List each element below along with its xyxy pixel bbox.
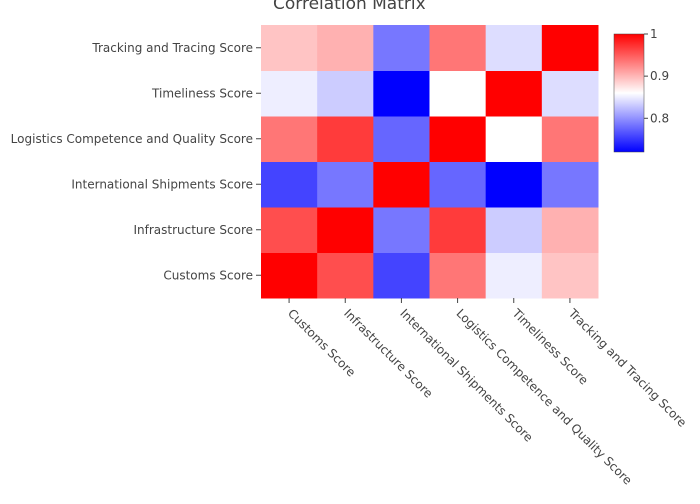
heatmap-cell bbox=[373, 207, 430, 253]
heatmap-cell bbox=[429, 161, 487, 208]
y-tick-label: Timeliness Score bbox=[151, 86, 253, 100]
heatmap-cell bbox=[541, 252, 599, 299]
y-axis-labels: Customs Score Infrastructure Score Interna… bbox=[11, 41, 261, 282]
y-tick-label: Customs Score bbox=[163, 268, 253, 282]
heatmap-cell bbox=[261, 25, 318, 71]
heatmap-cell bbox=[485, 116, 543, 162]
heatmap-cell bbox=[429, 70, 487, 117]
heatmap-cell bbox=[261, 70, 318, 117]
heatmap-cells bbox=[261, 25, 599, 299]
heatmap-cell bbox=[261, 207, 318, 253]
heatmap-cell bbox=[373, 252, 430, 299]
heatmap-cell bbox=[317, 252, 374, 299]
heatmap-cell bbox=[541, 207, 599, 253]
heatmap-cell bbox=[541, 116, 599, 162]
heatmap-cell bbox=[429, 116, 487, 162]
y-tick-label: Logistics Competence and Quality Score bbox=[11, 132, 253, 146]
y-tick-label: Infrastructure Score bbox=[133, 223, 253, 237]
heatmap-cell bbox=[541, 25, 599, 71]
heatmap-cell bbox=[485, 25, 543, 71]
heatmap-cell bbox=[373, 25, 430, 71]
colorbar-tick-label: 0.8 bbox=[650, 111, 669, 125]
heatmap-cell bbox=[373, 116, 430, 162]
colorbar-gradient bbox=[613, 33, 645, 153]
heatmap-cell bbox=[261, 161, 318, 208]
colorbar-tick-label: 0.9 bbox=[650, 69, 669, 83]
heatmap-cell bbox=[317, 207, 374, 253]
y-tick-label: International Shipments Score bbox=[71, 177, 253, 191]
chart-title: Correlation Matrix bbox=[273, 0, 426, 14]
heatmap-cell bbox=[373, 161, 430, 208]
heatmap-cell bbox=[485, 207, 543, 253]
colorbar: 1 0.9 0.8 bbox=[613, 27, 669, 153]
heatmap-cell bbox=[261, 116, 318, 162]
heatmap-cell bbox=[485, 252, 543, 299]
heatmap-cell bbox=[261, 252, 318, 299]
heatmap-cell bbox=[541, 161, 599, 208]
heatmap-cell bbox=[317, 25, 374, 71]
heatmap-cell bbox=[429, 252, 487, 299]
heatmap-cell bbox=[541, 70, 599, 117]
heatmap-cell bbox=[429, 25, 487, 71]
x-tick-label: Tracking and Tracing Score bbox=[565, 306, 689, 430]
heatmap-cell bbox=[317, 161, 374, 208]
heatmap-cell bbox=[373, 70, 430, 117]
colorbar-tick-label: 1 bbox=[650, 27, 658, 41]
heatmap-cell bbox=[485, 70, 543, 117]
heatmap-cell bbox=[429, 207, 487, 253]
heatmap-cell bbox=[317, 70, 374, 117]
y-tick-label: Tracking and Tracing Score bbox=[91, 41, 253, 55]
heatmap-cell bbox=[485, 161, 543, 208]
heatmap-cell bbox=[317, 116, 374, 162]
